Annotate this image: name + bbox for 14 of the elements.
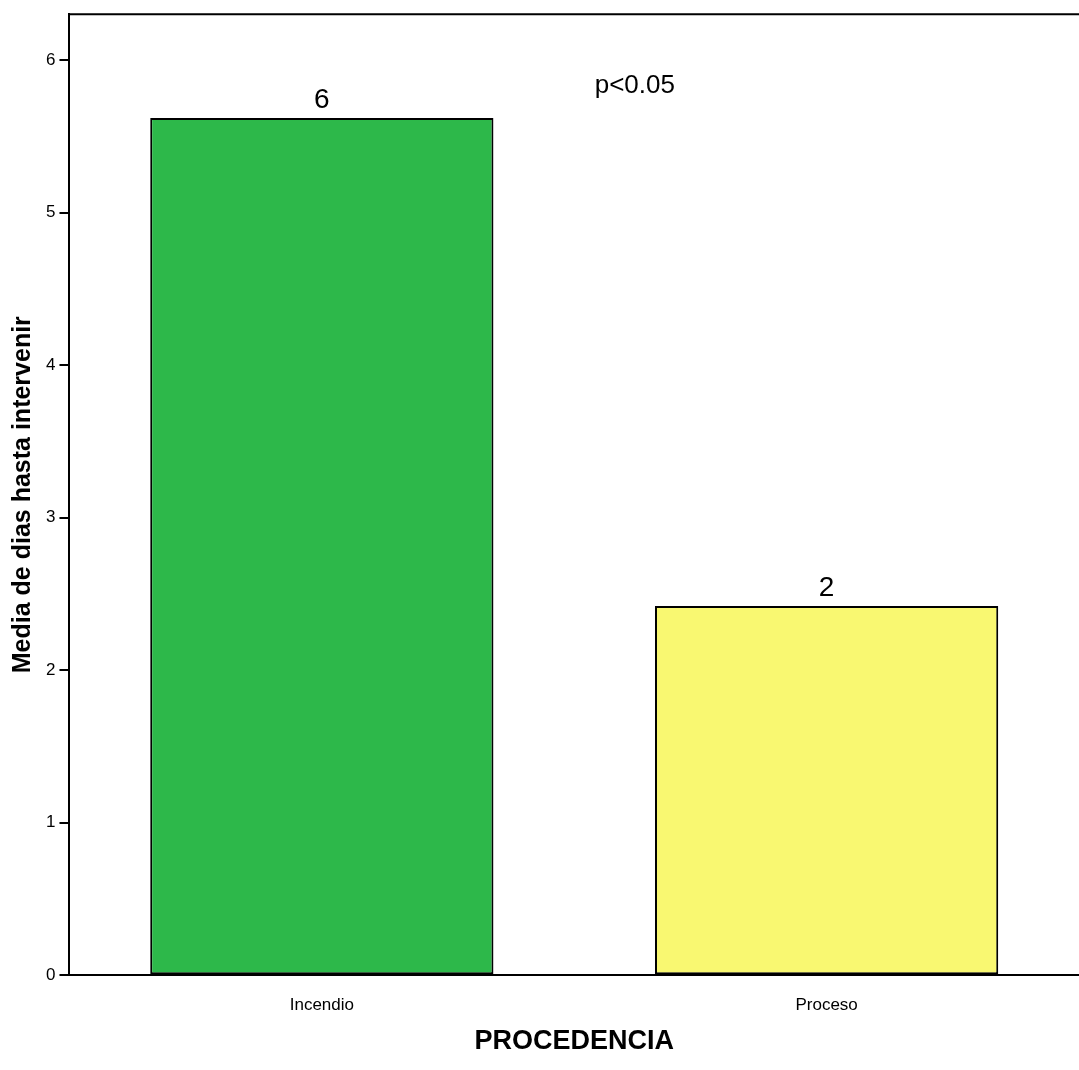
x-tick-label: Incendio [289, 995, 354, 1015]
y-tick-label: 1 [45, 812, 56, 832]
y-tick-label: 2 [45, 659, 56, 679]
x-tick-label: Proceso [795, 995, 858, 1015]
y-tick-label: 3 [45, 507, 56, 527]
y-tick-label: 5 [45, 202, 56, 222]
data-label: 6 [314, 82, 330, 114]
annotation: p<0.05 [594, 69, 675, 100]
x-axis-title: PROCEDENCIA [474, 1025, 674, 1056]
y-tick-label: 0 [45, 964, 56, 984]
y-tick-label: 6 [45, 49, 56, 69]
y-axis-title: Media de dias hasta intervenir [6, 315, 35, 674]
data-label: 2 [818, 570, 835, 602]
y-tick-label: 4 [45, 354, 56, 374]
